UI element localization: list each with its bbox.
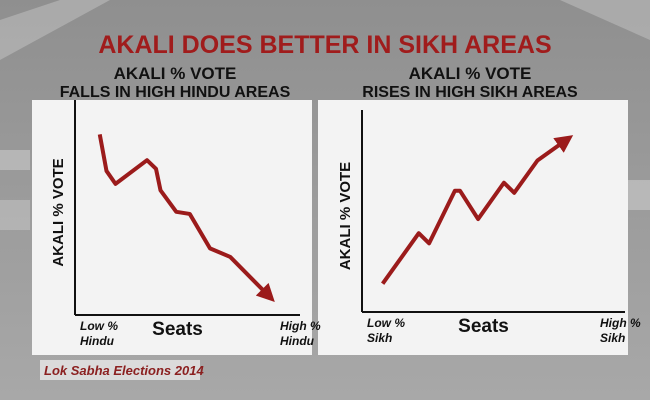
- source: Lok Sabha Elections 2014: [44, 363, 204, 378]
- x-low-label: Low %: [80, 319, 118, 333]
- y-axis-label: AKALI % VOTE: [50, 158, 67, 266]
- source-box: [40, 360, 200, 380]
- chart-title: AKALI % VOTE: [114, 64, 237, 83]
- main-title: AKALI DOES BETTER IN SIKH AREAS: [98, 31, 551, 59]
- left-panel: [32, 100, 312, 355]
- chart-subtitle: RISES IN HIGH SIKH AREAS: [362, 84, 578, 101]
- x-high-label: Hindu: [280, 334, 315, 348]
- y-axis-label: AKALI % VOTE: [337, 162, 354, 270]
- background-stripes: [0, 0, 650, 230]
- x-axis-label: Seats: [458, 316, 509, 337]
- x-high-label: High %: [600, 316, 641, 330]
- x-low-label: Sikh: [367, 331, 392, 345]
- x-high-label: Sikh: [600, 331, 625, 345]
- x-axis-label: Seats: [152, 319, 203, 340]
- trend-line: [381, 135, 574, 285]
- chart-subtitle: FALLS IN HIGH HINDU AREAS: [60, 84, 291, 101]
- x-low-label: Low %: [367, 316, 405, 330]
- x-high-label: High %: [280, 319, 321, 333]
- chart-title: AKALI % VOTE: [409, 64, 532, 83]
- x-low-label: Hindu: [80, 334, 115, 348]
- trend-line: [97, 134, 275, 303]
